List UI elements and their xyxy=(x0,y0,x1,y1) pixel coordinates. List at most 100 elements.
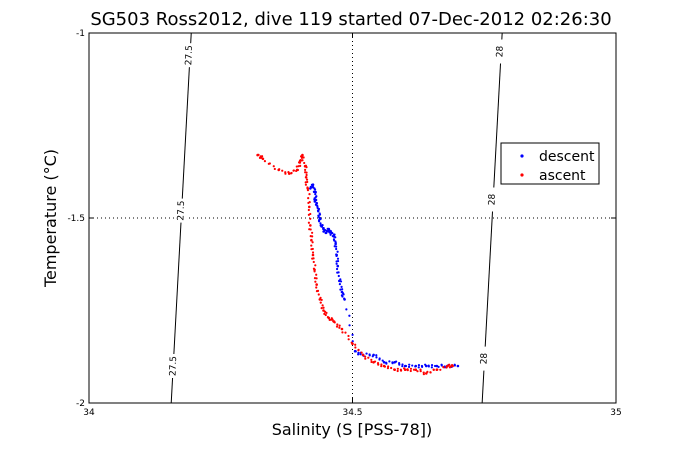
point-ascent xyxy=(300,156,304,159)
point-ascent xyxy=(318,298,322,301)
point-ascent xyxy=(367,356,370,359)
point-ascent xyxy=(298,161,302,164)
point-descent xyxy=(316,206,319,210)
point-ascent xyxy=(304,168,307,171)
y-tick-label: -2 xyxy=(76,399,85,409)
point-descent xyxy=(421,365,424,368)
point-ascent xyxy=(315,283,318,286)
point-descent xyxy=(328,228,331,231)
point-ascent xyxy=(442,366,445,369)
point-ascent xyxy=(403,368,407,372)
point-descent xyxy=(385,362,388,365)
point-descent xyxy=(348,324,351,327)
point-descent xyxy=(333,233,336,236)
point-descent xyxy=(319,222,322,225)
point-descent xyxy=(456,364,460,368)
legend-marker-ascent xyxy=(520,173,524,177)
point-descent xyxy=(319,218,322,221)
point-ascent xyxy=(261,157,265,161)
point-descent xyxy=(338,283,341,286)
point-ascent xyxy=(429,371,432,374)
point-ascent xyxy=(311,235,314,238)
point-descent xyxy=(333,239,336,242)
contour-label-background xyxy=(487,187,498,212)
point-ascent xyxy=(315,286,318,289)
point-ascent xyxy=(278,168,281,171)
point-descent xyxy=(340,285,343,288)
point-ascent xyxy=(320,298,323,302)
legend-marker-descent xyxy=(520,154,524,158)
point-descent xyxy=(320,225,324,228)
point-descent xyxy=(336,250,339,253)
point-descent xyxy=(335,247,338,251)
contour-label: 27.5 xyxy=(176,200,187,220)
point-ascent xyxy=(416,370,419,373)
point-ascent xyxy=(310,248,313,251)
point-ascent xyxy=(315,273,318,276)
point-ascent xyxy=(340,327,344,331)
point-ascent xyxy=(436,368,439,371)
contour-line xyxy=(481,32,503,404)
point-descent xyxy=(375,356,378,359)
point-ascent xyxy=(422,373,425,376)
legend: descent ascent xyxy=(500,142,600,185)
point-descent xyxy=(339,280,343,283)
point-ascent xyxy=(314,280,317,283)
point-ascent xyxy=(307,208,310,212)
point-descent xyxy=(341,295,344,298)
point-descent xyxy=(315,198,318,202)
contour-label: 27.5 xyxy=(184,45,195,65)
point-ascent xyxy=(281,169,284,172)
point-descent xyxy=(343,298,346,301)
point-descent xyxy=(417,364,421,367)
point-ascent xyxy=(383,365,387,368)
point-ascent xyxy=(412,368,416,371)
point-ascent xyxy=(393,368,396,372)
point-descent xyxy=(375,354,378,357)
point-ascent xyxy=(335,325,339,328)
point-ascent xyxy=(336,323,339,326)
contour-label-background xyxy=(184,43,195,68)
point-descent xyxy=(326,230,329,233)
point-descent xyxy=(381,359,384,362)
point-descent xyxy=(334,242,337,246)
point-descent xyxy=(378,357,381,360)
point-ascent xyxy=(419,370,422,373)
point-ascent xyxy=(306,187,310,190)
point-descent xyxy=(314,203,318,206)
point-ascent xyxy=(310,244,313,247)
contour-label-background xyxy=(479,346,490,371)
point-ascent xyxy=(324,313,327,317)
point-ascent xyxy=(347,334,350,338)
point-ascent xyxy=(439,368,442,371)
point-descent xyxy=(359,353,362,356)
point-descent xyxy=(312,186,315,189)
point-descent xyxy=(404,364,408,368)
point-ascent xyxy=(302,156,305,159)
point-ascent xyxy=(426,370,429,373)
point-descent xyxy=(313,200,317,203)
point-descent xyxy=(357,353,360,356)
point-descent xyxy=(314,193,317,196)
point-ascent xyxy=(290,172,293,175)
point-descent xyxy=(313,188,317,191)
point-descent xyxy=(414,364,418,368)
point-ascent xyxy=(409,369,412,373)
point-ascent xyxy=(284,172,287,175)
point-ascent xyxy=(272,165,275,168)
point-ascent xyxy=(364,355,367,358)
point-ascent xyxy=(357,348,360,351)
contour-label: 28 xyxy=(487,193,497,205)
point-ascent xyxy=(297,165,300,168)
point-ascent xyxy=(347,338,350,341)
point-ascent xyxy=(364,357,367,360)
point-descent xyxy=(314,196,317,199)
contour-label-background xyxy=(495,39,506,64)
point-descent xyxy=(313,190,316,194)
point-ascent xyxy=(399,369,403,372)
point-ascent xyxy=(315,277,318,280)
x-tick-label: 34.5 xyxy=(342,408,362,418)
point-ascent xyxy=(333,321,336,324)
point-ascent xyxy=(308,193,311,196)
x-tick-label: 35 xyxy=(610,408,621,418)
